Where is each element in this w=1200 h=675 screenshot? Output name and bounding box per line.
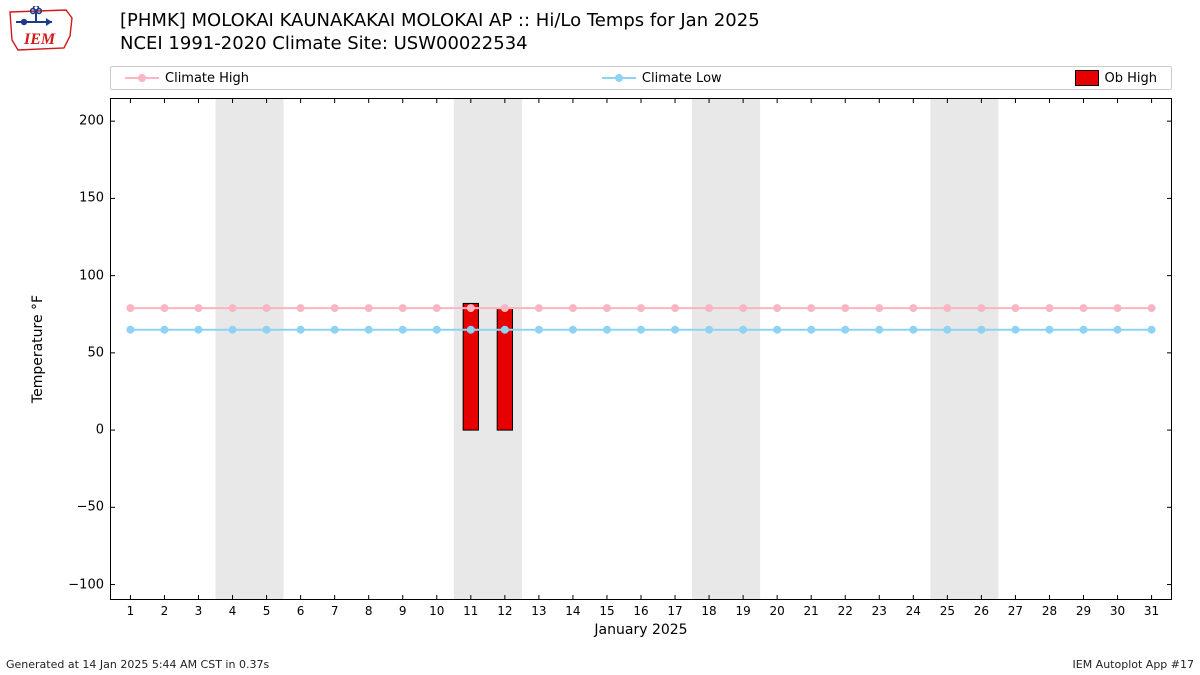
x-tick-label: 22 [838,604,853,618]
x-tick-label: 27 [1008,604,1023,618]
x-tick-label: 6 [297,604,305,618]
legend-climate-high-label: Climate High [165,71,249,86]
chart-title: [PHMK] MOLOKAI KAUNAKAKAI MOLOKAI AP :: … [120,10,760,55]
y-axis-label: Temperature °F [30,98,50,600]
x-tick-label: 11 [463,604,478,618]
x-tick-label: 12 [497,604,512,618]
x-tick-label: 26 [974,604,989,618]
x-tick-label: 20 [770,604,785,618]
x-tick-label: 14 [565,604,580,618]
legend-climate-low-label: Climate Low [642,71,722,86]
legend-ob-high: Ob High [1075,70,1158,86]
plot-area [110,98,1172,600]
legend-ob-high-label: Ob High [1105,71,1158,86]
title-line-1: [PHMK] MOLOKAI KAUNAKAKAI MOLOKAI AP :: … [120,10,760,33]
y-tick-label: 150 [60,191,104,206]
x-tick-label: 2 [161,604,169,618]
x-tick-label: 8 [365,604,373,618]
y-tick-label: 0 [60,423,104,438]
y-tick-label: 200 [60,114,104,129]
x-tick-label: 30 [1110,604,1125,618]
x-tick-label: 7 [331,604,339,618]
x-tick-label: 21 [804,604,819,618]
page-root: IEM [PHMK] MOLOKAI KAUNAKAKAI MOLOKAI AP… [0,0,1200,675]
x-tick-label: 17 [667,604,682,618]
x-tick-label: 24 [906,604,921,618]
x-tick-label: 1 [127,604,135,618]
x-tick-label: 18 [701,604,716,618]
y-tick-label: −100 [60,577,104,592]
plot-svg [110,98,1172,600]
y-tick-labels: −100 −50 0 50 100 150 200 [60,98,104,600]
x-tick-label: 4 [229,604,237,618]
x-tick-label: 28 [1042,604,1057,618]
x-axis-label: January 2025 [110,622,1172,638]
y-tick-label: −50 [60,500,104,515]
logo-text: IEM [23,31,56,48]
legend-climate-low-marker [602,77,636,79]
y-tick-label: 100 [60,268,104,283]
legend-climate-high-marker [125,77,159,79]
footer-generated: Generated at 14 Jan 2025 5:44 AM CST in … [6,658,269,671]
x-tick-label: 29 [1076,604,1091,618]
legend-climate-low: Climate Low [602,71,722,86]
x-tick-label: 15 [599,604,614,618]
x-tick-label: 25 [940,604,955,618]
y-tick-label: 50 [60,345,104,360]
x-tick-label: 13 [531,604,546,618]
legend: Climate High Climate Low Ob High [110,66,1172,90]
x-tick-label: 9 [399,604,407,618]
footer-app-id: IEM Autoplot App #17 [1073,658,1195,671]
x-tick-label: 10 [429,604,444,618]
x-tick-label: 3 [195,604,203,618]
x-tick-labels: 1234567891011121314151617181920212223242… [110,604,1172,622]
legend-climate-high: Climate High [125,71,249,86]
title-line-2: NCEI 1991-2020 Climate Site: USW00022534 [120,33,760,56]
iem-logo: IEM [6,6,76,54]
x-tick-label: 16 [633,604,648,618]
x-tick-label: 5 [263,604,271,618]
x-tick-label: 31 [1144,604,1159,618]
x-tick-label: 19 [735,604,750,618]
legend-ob-high-swatch [1075,70,1099,86]
x-tick-label: 23 [872,604,887,618]
